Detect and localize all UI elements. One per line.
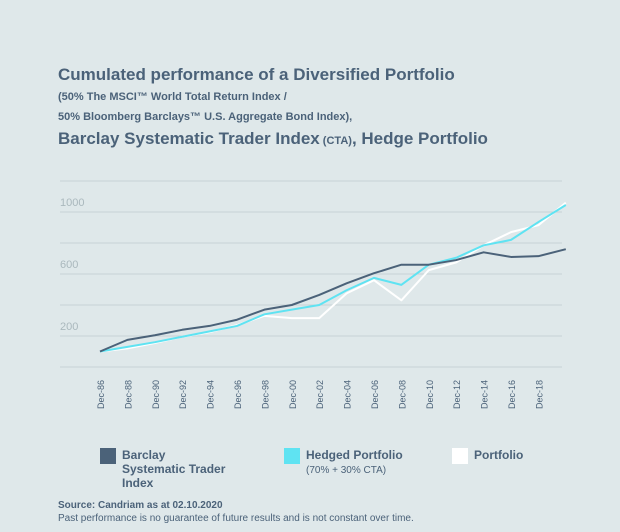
x-tick-label: Dec-86: [96, 380, 106, 409]
title-part: , Hedge Portfolio: [352, 129, 488, 148]
legend-swatch: [100, 448, 116, 464]
legend-item: Portfolio: [452, 448, 584, 464]
title: Cumulated performance of a Diversified P…: [58, 65, 455, 84]
x-tick-label: Dec-90: [151, 380, 161, 409]
series-line: [99, 248, 567, 353]
x-tick-label: Dec-08: [397, 380, 407, 409]
x-tick-label: Dec-96: [233, 380, 243, 409]
title-part: Barclay Systematic Trader Index: [58, 129, 320, 148]
x-tick-label: Dec-10: [425, 380, 435, 409]
x-tick-label: Dec-92: [178, 380, 188, 409]
plot: 200 600 1000 Dec-86 Dec-88 Dec-90 Dec-92 Dec-94…: [60, 180, 567, 409]
legend-text: Barclay Systematic Trader Index: [122, 448, 232, 490]
legend-swatch: [452, 448, 468, 464]
series-line: [99, 201, 567, 353]
legend-label: Portfolio: [474, 448, 524, 462]
legend-text: Portfolio: [474, 448, 584, 462]
x-tick-label: Dec-16: [507, 380, 517, 409]
x-tick-label: Dec-88: [123, 380, 133, 409]
x-tick-label: Dec-12: [452, 380, 462, 409]
legend-text: Hedged Portfolio (70% + 30% CTA): [306, 448, 416, 476]
x-tick-label: Dec-14: [480, 380, 490, 409]
y-tick-label: 200: [60, 321, 78, 333]
x-tick-label: Dec-18: [534, 380, 544, 409]
chart: Cumulated performance of a Diversified P…: [58, 65, 567, 409]
series-line: [99, 204, 567, 353]
source: Source: Candriam as at 02.10.2020: [58, 500, 223, 511]
legend-item: Hedged Portfolio (70% + 30% CTA): [284, 448, 416, 476]
x-tick-label: Dec-94: [206, 380, 216, 409]
legend-note: (70% + 30% CTA): [306, 465, 387, 476]
x-tick-label: Dec-06: [370, 380, 380, 409]
subtitle: 50% Bloomberg Barclays™ U.S. Aggregate B…: [58, 111, 352, 123]
title: Barclay Systematic Trader Index (CTA), H…: [58, 129, 488, 148]
x-tick-label: Dec-02: [315, 380, 325, 409]
x-tick-label: Dec-04: [343, 380, 353, 409]
legend-label: Barclay Systematic Trader Index: [122, 448, 226, 490]
disclaimer: Past performance is no guarantee of futu…: [58, 513, 414, 524]
legend-item: Barclay Systematic Trader Index: [100, 448, 232, 490]
title-part: (CTA): [320, 135, 353, 147]
y-tick-label: 1000: [60, 197, 84, 209]
x-tick-label: Dec-00: [288, 380, 298, 409]
x-tick-label: Dec-98: [260, 380, 270, 409]
subtitle: (50% The MSCI™ World Total Return Index …: [58, 91, 287, 103]
legend-label: Hedged Portfolio: [306, 448, 403, 462]
legend-swatch: [284, 448, 300, 464]
y-tick-label: 600: [60, 259, 78, 271]
